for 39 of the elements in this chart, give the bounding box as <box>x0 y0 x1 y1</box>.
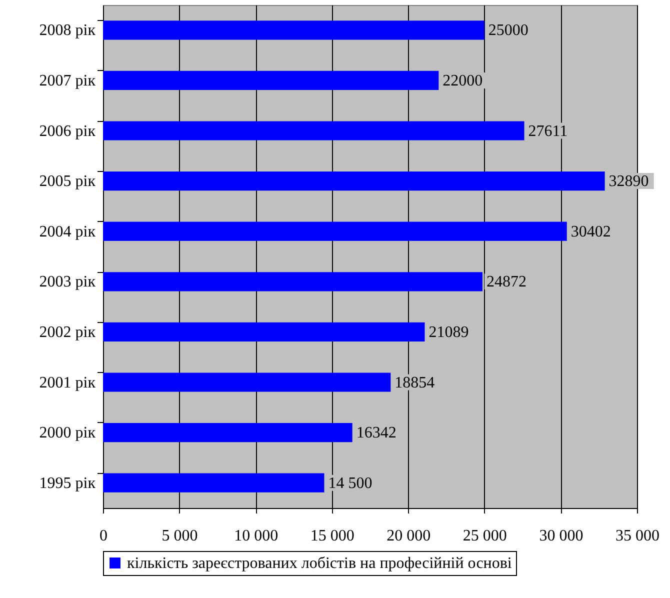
y-tick-label: 2005 рік <box>39 173 96 190</box>
bar <box>103 121 524 140</box>
bar <box>103 372 391 392</box>
x-tick-label: 25 000 <box>462 528 507 544</box>
y-tick-label: 2002 рік <box>39 324 96 341</box>
data-label: 32890 <box>608 173 649 190</box>
data-label: 27611 <box>528 122 568 140</box>
y-tick-label: 2006 рік <box>39 122 96 140</box>
y-tick-label: 2004 рік <box>39 223 96 240</box>
x-tick-label: 10 000 <box>234 528 278 544</box>
y-tick-label: 2003 рік <box>39 274 96 291</box>
bar <box>103 171 605 191</box>
bar <box>103 322 425 342</box>
data-label: 21089 <box>428 324 469 341</box>
y-tick-label: 2000 рік <box>39 424 96 442</box>
data-label: 25000 <box>488 22 528 40</box>
data-label: 22000 <box>442 72 483 90</box>
y-tick-label: 2008 рік <box>39 22 96 40</box>
y-tick-label: 1995 рік <box>39 474 96 492</box>
bar <box>103 473 324 492</box>
x-tick-label: 5 000 <box>162 528 198 544</box>
bar <box>103 222 567 241</box>
data-label: 24872 <box>486 274 526 291</box>
bar <box>103 422 352 442</box>
legend-label: кількість зареєстрованих лобістів на професійній основі <box>127 555 512 572</box>
x-tick-label: 35 000 <box>616 528 660 544</box>
x-tick-label: 0 <box>100 528 108 544</box>
y-tick-label: 2001 рік <box>39 374 96 392</box>
data-label: 16342 <box>356 424 396 442</box>
bar <box>103 20 484 40</box>
x-tick-label: 20 000 <box>386 528 431 544</box>
y-tick-label: 2007 рік <box>39 72 96 90</box>
bar <box>103 70 439 90</box>
bar <box>103 272 482 292</box>
data-label: 14 500 <box>328 474 372 492</box>
data-label: 30402 <box>570 223 611 240</box>
x-tick-label: 30 000 <box>539 528 584 544</box>
x-tick-label: 15 000 <box>310 528 354 544</box>
data-label: 18854 <box>394 374 435 392</box>
